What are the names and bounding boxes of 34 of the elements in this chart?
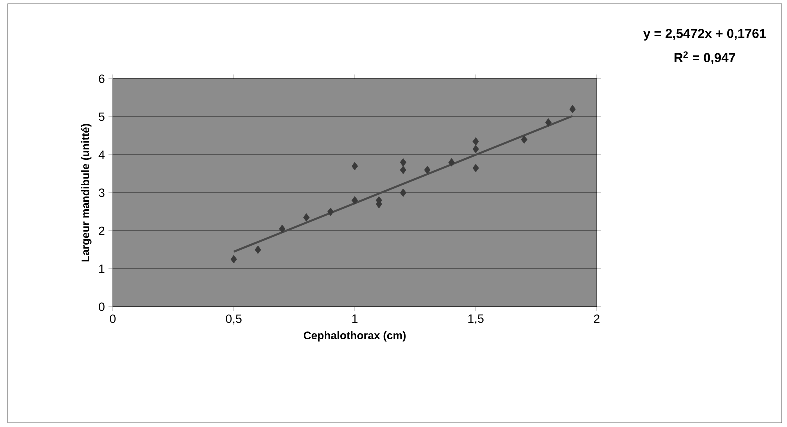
point <box>303 214 310 222</box>
point <box>472 138 480 146</box>
text: R$^{2}$ = 0,947 <box>674 52 736 64</box>
x-tick-label: 1 <box>352 314 358 323</box>
y-tick-label: 1 <box>99 264 105 274</box>
point <box>255 246 262 254</box>
point <box>400 158 407 167</box>
x-tick-label: 0,5 <box>226 314 242 325</box>
point <box>279 224 286 234</box>
text: y = 2,5472x + 0,1761 <box>644 29 766 41</box>
y-axis-title: Largeur mandibule (unitté) <box>81 124 92 262</box>
y-tick-label: 4 <box>98 150 105 160</box>
point <box>400 188 407 198</box>
point <box>352 196 358 205</box>
point <box>424 166 431 174</box>
point <box>570 105 576 114</box>
x-tick-label: 0 <box>110 314 116 324</box>
x-tick-label: 2 <box>594 314 600 324</box>
point <box>472 164 480 172</box>
y-tick-label: 5 <box>99 112 105 122</box>
point <box>230 255 238 264</box>
x-axis-title: Cephalothorax (cm) <box>304 331 406 342</box>
y-tick-label: 0 <box>99 302 105 312</box>
point <box>448 158 455 167</box>
point <box>400 166 407 174</box>
y-tick-label: 3 <box>99 188 105 198</box>
point <box>328 208 334 216</box>
point <box>352 162 358 171</box>
y-tick-label: 2 <box>99 226 105 236</box>
point <box>521 136 528 144</box>
x-tick-label: 1,5 <box>468 314 484 325</box>
y-tick-label: 6 <box>99 74 105 84</box>
point <box>545 118 552 127</box>
point <box>472 145 480 154</box>
